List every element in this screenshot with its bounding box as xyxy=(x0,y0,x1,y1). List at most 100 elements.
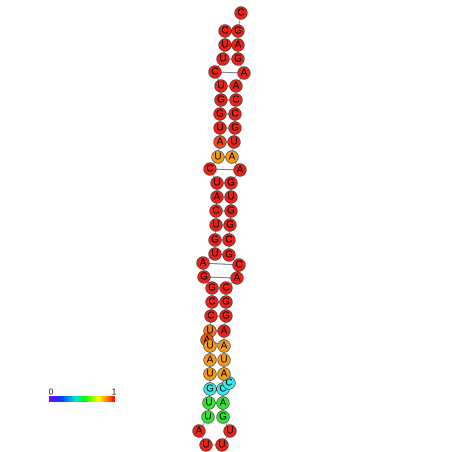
nucleotide xyxy=(216,396,230,410)
nucleotide xyxy=(232,258,246,272)
nucleotide-label: G xyxy=(234,54,242,65)
nucleotide xyxy=(214,93,228,107)
colorbar-max: 1 xyxy=(112,388,117,397)
nucleotide-label: U xyxy=(206,369,213,380)
nucleotide-label: G xyxy=(200,272,208,283)
nucleotide-label: C xyxy=(231,109,238,120)
nucleotide xyxy=(205,295,219,309)
nucleotide-label: U xyxy=(212,220,219,231)
nucleotide xyxy=(209,218,223,232)
nucleotide-label: U xyxy=(211,249,218,260)
nucleotide xyxy=(225,150,239,164)
nucleotide-label: C xyxy=(225,378,232,389)
nucleotide-label: G xyxy=(227,206,235,217)
nucleotide-label: C xyxy=(232,95,239,106)
nucleotide-label: A xyxy=(204,335,211,346)
nucleotide-label: U xyxy=(204,412,211,423)
nucleotide-label: G xyxy=(208,283,216,294)
nucleotide xyxy=(231,38,245,52)
colorbar xyxy=(49,396,115,402)
nucleotide-label: C xyxy=(219,384,226,395)
nucleotide xyxy=(214,79,228,93)
nucleotide-label: A xyxy=(235,40,242,51)
nucleotide-label: U xyxy=(206,326,213,337)
nucleotide-label: U xyxy=(202,440,209,451)
nucleotide xyxy=(224,176,238,190)
nucleotide-label: A xyxy=(217,137,224,148)
nucleotide-label: A xyxy=(200,258,207,269)
nucleotide xyxy=(228,107,242,121)
nucleotide xyxy=(216,52,230,66)
nucleotide xyxy=(204,309,218,323)
nucleotide xyxy=(216,410,230,424)
nucleotide-label: U xyxy=(214,152,221,163)
nucleotide xyxy=(237,66,251,80)
nucleotide xyxy=(219,281,233,295)
nucleotide xyxy=(213,121,227,135)
nucleotide xyxy=(227,135,241,149)
nucleotide-label: U xyxy=(226,426,233,437)
nucleotide-label: U xyxy=(213,178,220,189)
nucleotide xyxy=(203,353,217,367)
nucleotide-label: A xyxy=(221,326,228,337)
nucleotide xyxy=(224,204,238,218)
nucleotide-label: G xyxy=(216,109,224,120)
nucleotide xyxy=(210,176,224,190)
nucleotide-label: A xyxy=(214,192,221,203)
nucleotide xyxy=(217,339,231,353)
nucleotide-label: C xyxy=(207,311,214,322)
nucleotide-label: U xyxy=(230,137,237,148)
nucleotide xyxy=(222,233,236,247)
nucleotide-label: C xyxy=(208,297,215,308)
nucleotide-label: A xyxy=(229,152,236,163)
nucleotide-label: C xyxy=(237,8,244,19)
nucleotide xyxy=(231,24,245,38)
nucleotide xyxy=(219,295,233,309)
nucleotide xyxy=(218,38,232,52)
nucleotide xyxy=(230,271,244,285)
nucleotide xyxy=(234,6,248,20)
nucleotide-label: U xyxy=(216,123,223,134)
nucleotide-label: U xyxy=(221,40,228,51)
nucleotide-label: A xyxy=(207,355,214,366)
nucleotide-label: G xyxy=(222,297,230,308)
nucleotide xyxy=(208,233,222,247)
nucleotide-label: G xyxy=(206,384,214,395)
nucleotide xyxy=(211,150,225,164)
nucleotide-label: C xyxy=(225,235,232,246)
nucleotide-label: A xyxy=(221,341,228,352)
nucleotide xyxy=(228,121,242,135)
nucleotide-label: C xyxy=(235,260,242,271)
nucleotide xyxy=(201,410,215,424)
nucleotide-label: G xyxy=(231,123,239,134)
nucleotide-label: C xyxy=(211,67,218,78)
nucleotide-label: A xyxy=(220,398,227,409)
nucleotide xyxy=(219,309,233,323)
nucleotide xyxy=(224,190,238,204)
nucleotide xyxy=(199,438,213,452)
nucleotide-label: C xyxy=(222,283,229,294)
nucleotide-label: G xyxy=(222,311,230,322)
nucleotide xyxy=(223,218,237,232)
nucleotide-label: U xyxy=(227,192,234,203)
nucleotide-label: A xyxy=(221,369,228,380)
nucleotide-label: C xyxy=(221,26,228,37)
nucleotide xyxy=(203,162,217,176)
nucleotide-label: U xyxy=(205,398,212,409)
nucleotide xyxy=(196,256,210,270)
nucleotide xyxy=(203,339,217,353)
nucleotide-label: G xyxy=(234,26,242,37)
nucleotide-label: C xyxy=(206,164,213,175)
nucleotide xyxy=(208,247,222,261)
nucleotide-label: U xyxy=(220,355,227,366)
nucleotide-label: U xyxy=(219,54,226,65)
nucleotide xyxy=(231,52,245,66)
nucleotide xyxy=(233,163,247,177)
nucleotide xyxy=(218,24,232,38)
nucleotide xyxy=(202,396,216,410)
nucleotide xyxy=(203,367,217,381)
nucleotide-label: G xyxy=(211,235,219,246)
nucleotide-label: G xyxy=(225,250,233,261)
nucleotide xyxy=(203,382,217,396)
